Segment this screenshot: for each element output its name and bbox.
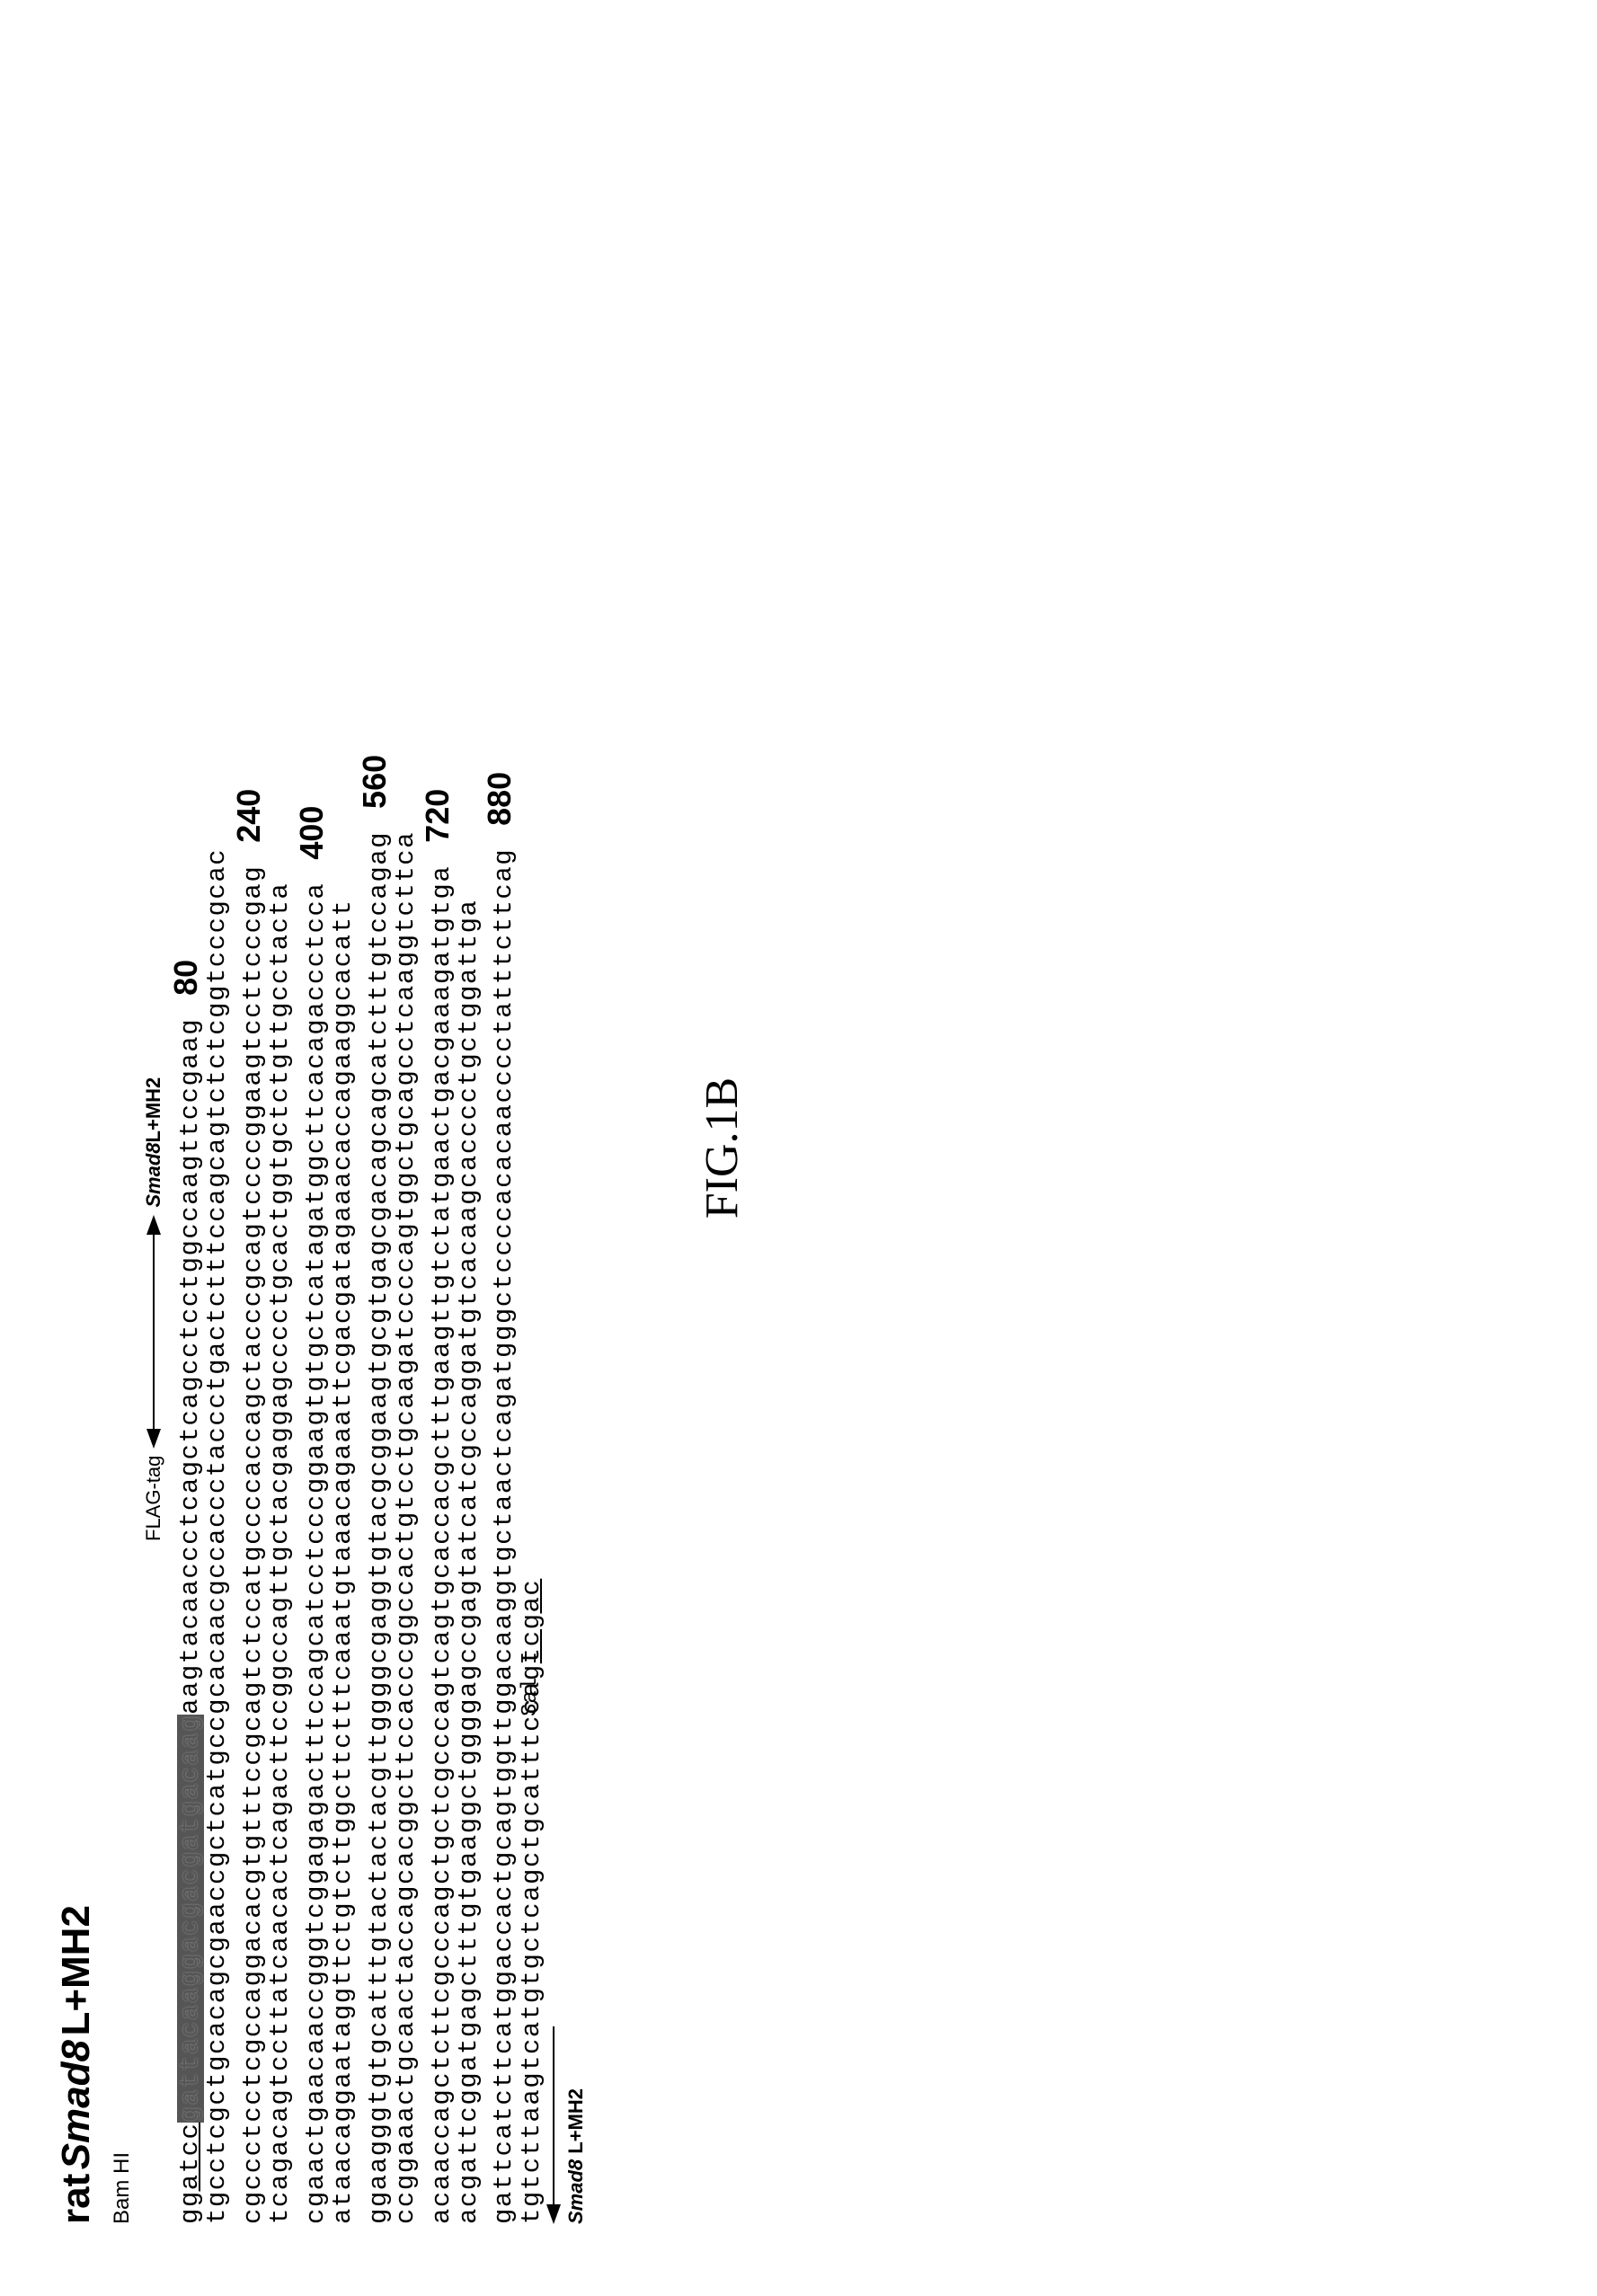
position-number: 560: [358, 755, 392, 809]
sequence-text: cgaactgaacaaccgggtcggagagactttccagcatcct…: [303, 882, 330, 2224]
gene-name: Smad8: [54, 2040, 98, 2169]
sequence-text: cgccctcctcgccaggacacgtgtttccgcagtctccatg…: [240, 865, 267, 2224]
smad-top-label-italic: Smad8: [142, 1142, 165, 1207]
sequence-row: ccggaaactgcaactaccagcacggcttccacccggccac…: [393, 72, 420, 2224]
sequence-text: tgcctcgctgcacagcgaaccgctcatgccgcacaacgcc…: [204, 848, 231, 2224]
sequence-text: ccggaaactgcaactaccagcacggcttccacccggccac…: [393, 831, 420, 2224]
sequence-row: acaaccagctcttcgcccagctgctcgcccagtcagtgca…: [421, 72, 456, 2224]
sequence-text: ataacaggaataggttctgtcttggcttctttcaaatgta…: [330, 900, 357, 2224]
sequence-row: ggaagggtgtgcatttgtactactacgttggggcgaggtg…: [358, 72, 393, 2224]
sequence-row: ggatccgattacaaggacgacgatgacaagaagtacaacc…: [169, 72, 204, 2224]
organism-name: rat: [54, 2174, 98, 2224]
construct-name: L+MH2: [54, 1905, 98, 2035]
sequence-row: ataacaggaataggttctgtcttggcttctttcaaatgta…: [330, 72, 357, 2224]
sequence-row: tcagacagtccttatcaacactcagacttccggccagttg…: [267, 72, 294, 2224]
position-number: 720: [421, 789, 455, 843]
sequence-row: cgccctcctcgccaggacacgtgtttccgcagtctccatg…: [232, 72, 267, 2224]
sequence-flag-tag: gattacaaggacgacgatgacaag: [177, 1715, 204, 2123]
position-number: 400: [295, 806, 329, 860]
figure-label: FIG.1B: [696, 72, 749, 2224]
sequence-text: gattcatcttcatggaccactgcagtggttggacaaggtg…: [491, 848, 518, 2224]
sequence-bamhi-site: gatcc: [177, 2123, 204, 2208]
sequence-text: acaaccagctcttcgcccagctgctcgcccagtcagtgca…: [429, 865, 456, 2224]
sequence-row: gattcatcttcatggaccactgcagtggttggacaaggtg…: [483, 72, 518, 2224]
top-annotation-row: FLAG-tag Smad8 L+MH2: [142, 72, 165, 2224]
sequence-text: aagtacaaccctcagctcagcctcctggccaagttccgaa…: [177, 1018, 204, 1715]
sequence-row: tgcctcgctgcacagcgaaccgctcatgccgcacaacgcc…: [204, 72, 231, 2224]
arrow-left-icon: [543, 2026, 564, 2224]
sequence-text: acgattcggatgagctttgtgaaggctggggagccgagta…: [456, 900, 483, 2224]
sequence-text: ggaagggtgtgcatttgtactactacgttggggcgaggtg…: [366, 831, 393, 2224]
figure-panel: rat Smad8 L+MH2 Bam HI FLAG-tag Smad8 L+…: [54, 72, 749, 2224]
title-row: rat Smad8 L+MH2: [54, 72, 99, 2224]
smad-bottom-label-rest: L+MH2: [564, 2088, 587, 2159]
sequence-text: tgtcttaagtcatgtgctcagctgcatttccag: [519, 1663, 546, 2224]
sequence-text: g: [177, 2207, 204, 2224]
sequence-row: acgattcggatgagctttgtgaaggctggggagccgagta…: [456, 72, 483, 2224]
sequence-row: tgtcttaagtcatgtgctcagctgcatttccagtcgac: [519, 72, 546, 2224]
sequence-row: cgaactgaacaaccgggtcggagagactttccagcatcct…: [295, 72, 330, 2224]
position-number: 240: [232, 789, 266, 843]
smad-bottom-label-wrapper: Smad8 L+MH2: [564, 72, 588, 2224]
smad-bottom-label-italic: Smad8: [564, 2159, 587, 2224]
double-arrow-icon: [143, 1215, 164, 1449]
bamhi-label: Bam HI: [110, 72, 135, 2224]
sequence-block: ggatccgattacaaggacgacgatgacaagaagtacaacc…: [169, 72, 546, 2224]
position-number: 880: [483, 772, 517, 826]
sequence-sali-site: tcgac: [519, 1579, 546, 1664]
bottom-annotation-row: [543, 72, 564, 2224]
position-number: 80: [169, 960, 203, 996]
smad-top-label-rest: L+MH2: [142, 1077, 165, 1143]
flag-tag-label: FLAG-tag: [142, 1456, 165, 1541]
sequence-text: tcagacagtccttatcaacactcagacttccggccagttg…: [267, 882, 294, 2224]
